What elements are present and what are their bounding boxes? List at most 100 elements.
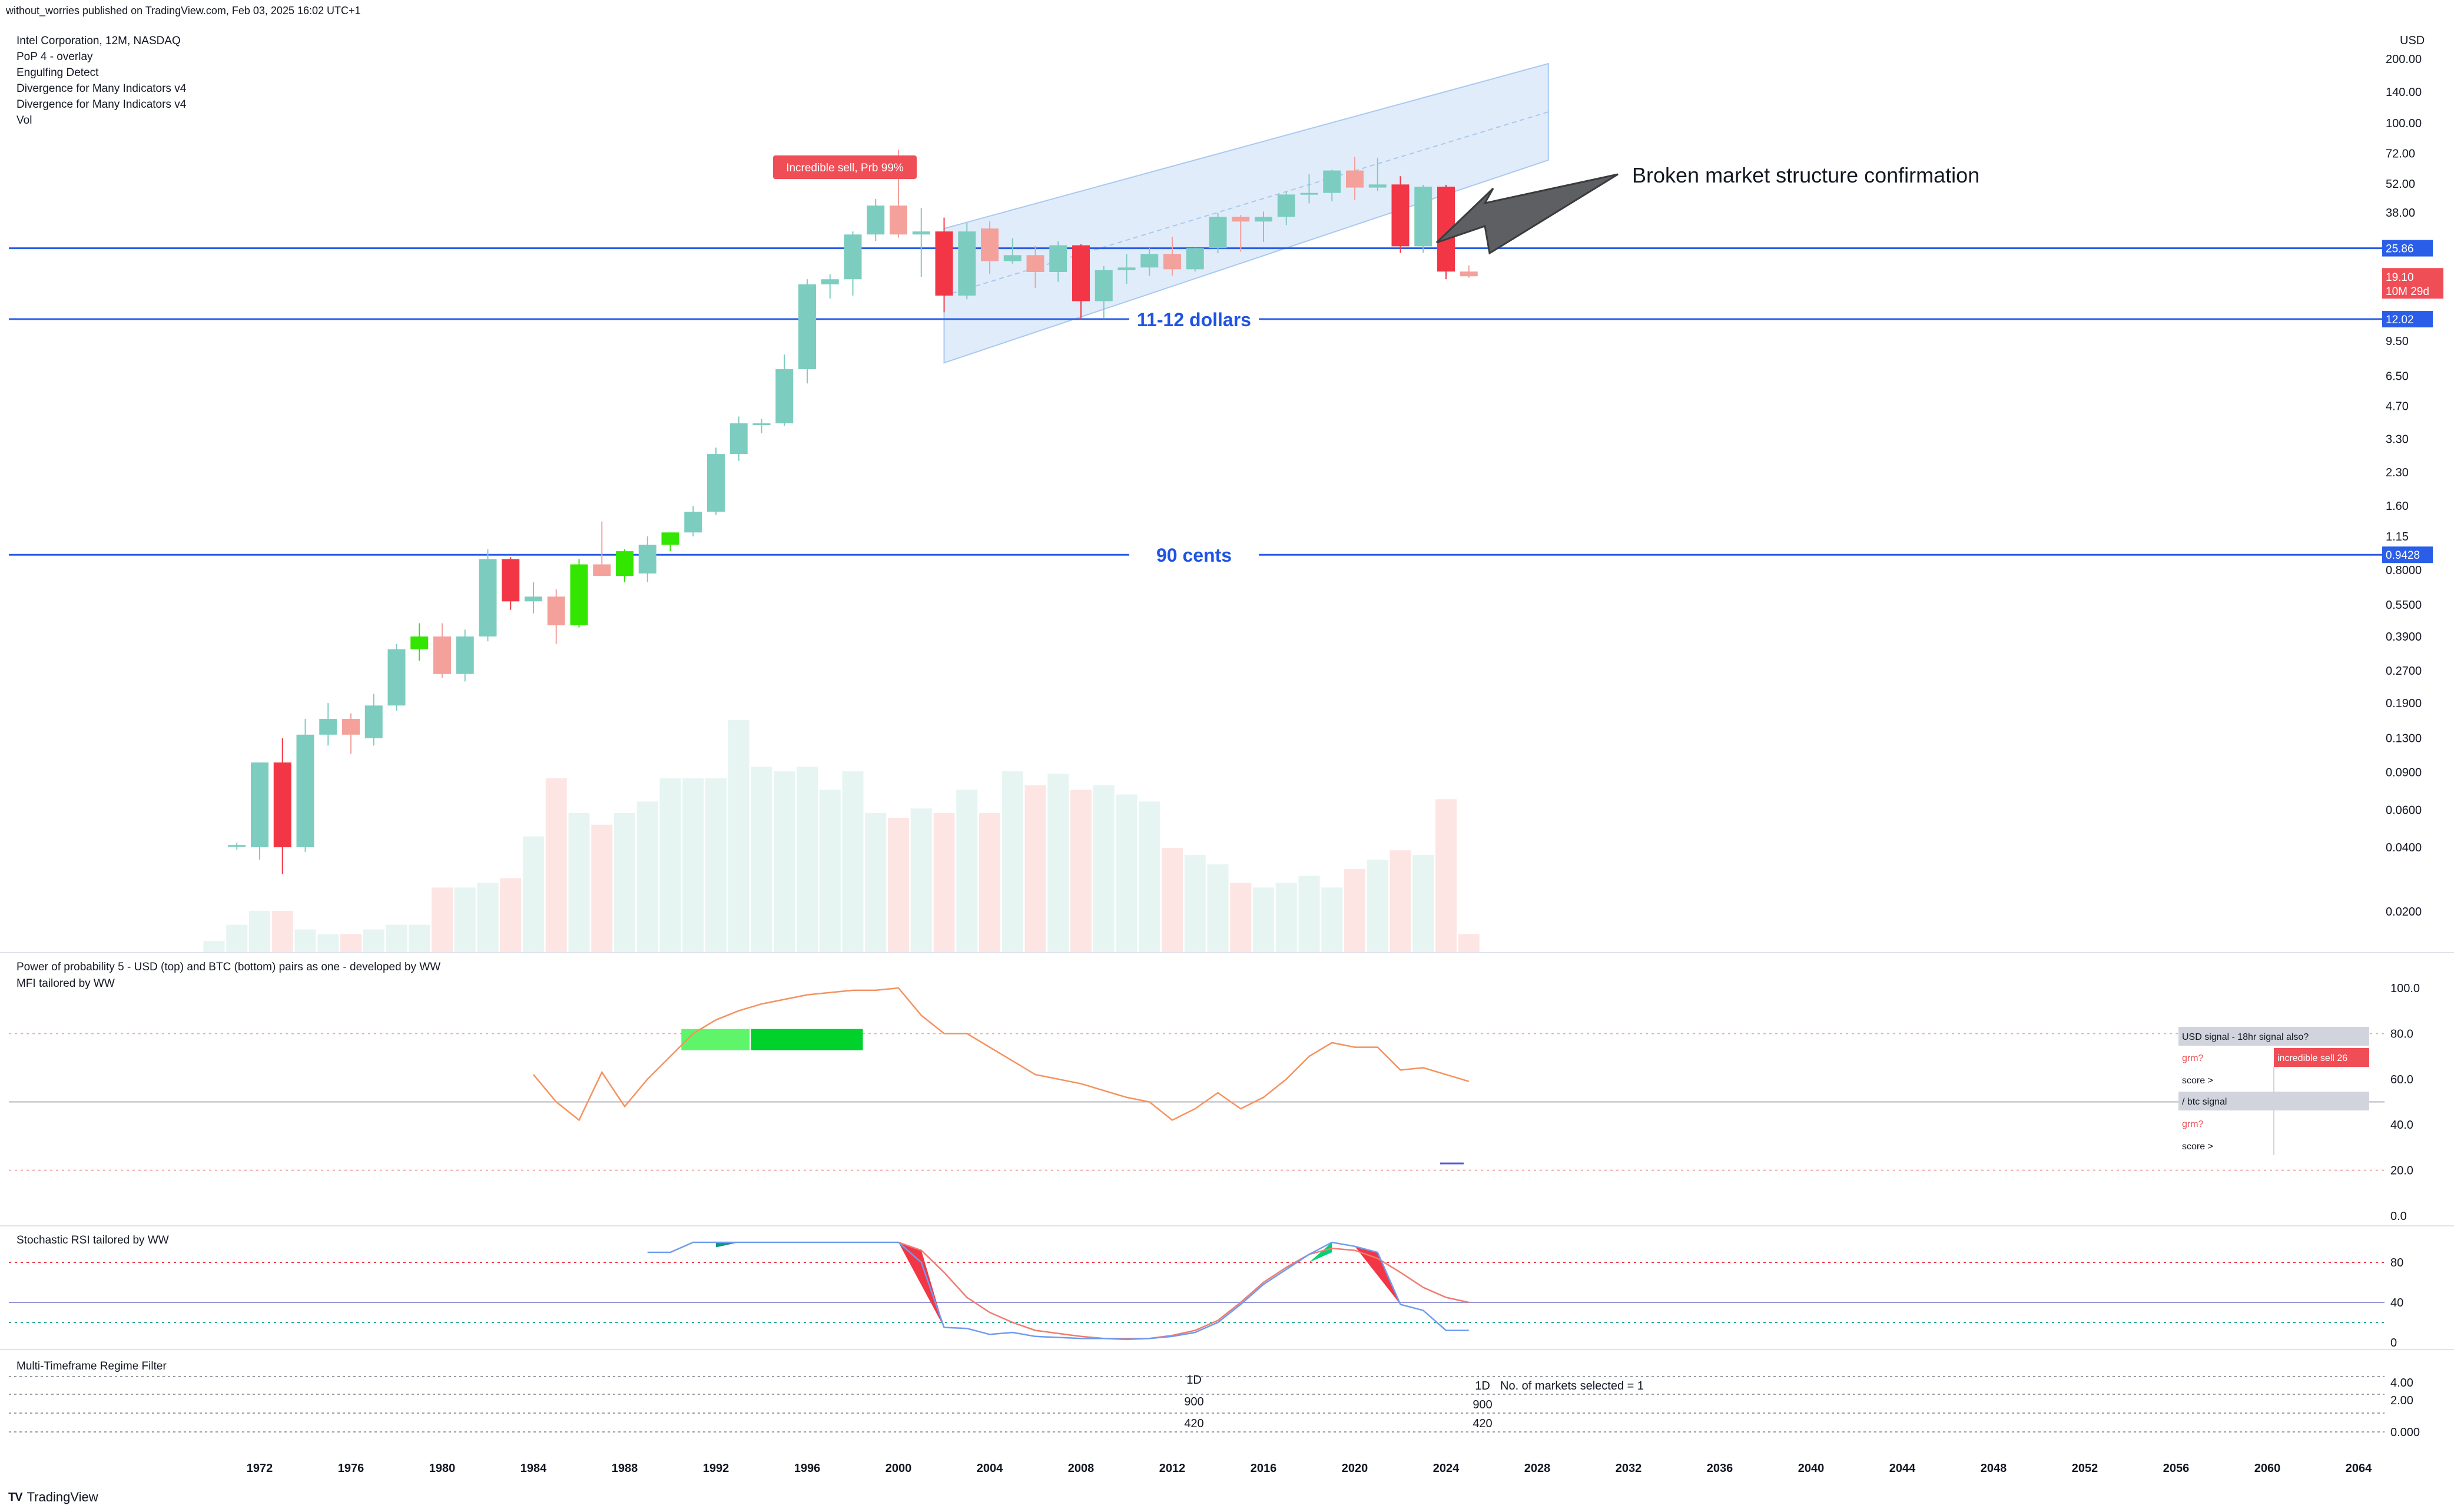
table-score-btc: score > — [2182, 1142, 2213, 1152]
time-tick: 2064 — [2346, 1462, 2372, 1475]
indicator-volume[interactable]: Vol — [16, 114, 32, 127]
candle-body — [547, 596, 565, 626]
price-tag-upper: 25.86 — [2386, 243, 2414, 256]
last-price-bg — [2382, 268, 2443, 299]
indicator-divergence-2[interactable]: Divergence for Many Indicators v4 — [16, 98, 187, 111]
mfi-tick: 60.0 — [2390, 1073, 2413, 1086]
candle-body — [1323, 170, 1341, 193]
volume-bar — [1070, 790, 1092, 953]
indicator-divergence-1[interactable]: Divergence for Many Indicators v4 — [16, 82, 187, 95]
regime-pane-label[interactable]: Multi-Timeframe Regime Filter — [16, 1360, 167, 1372]
symbol-title[interactable]: Intel Corporation, 12M, NASDAQ — [16, 35, 181, 47]
annotations: Incredible sell, Prb 99% Broken market st… — [773, 155, 1979, 568]
table-score-usd: score > — [2182, 1076, 2213, 1086]
time-tick: 2044 — [1889, 1462, 1916, 1475]
volume-bar — [363, 929, 384, 953]
regime-col1-cell: 1D — [1186, 1374, 1202, 1387]
volume-bar — [454, 887, 476, 953]
candle-body — [1460, 271, 1478, 277]
candle-body — [1232, 217, 1250, 222]
candle-body — [1117, 267, 1136, 270]
line-label-11-12: 11-12 dollars — [1137, 309, 1251, 330]
price-tick: 140.00 — [2386, 86, 2422, 99]
volume-bar — [226, 924, 248, 953]
volume-bar — [705, 778, 727, 953]
pop-pane-label[interactable]: Power of probability 5 - USD (top) and B… — [16, 961, 441, 973]
time-tick: 2060 — [2254, 1462, 2281, 1475]
volume-bar — [1458, 934, 1480, 953]
time-axis: 1972 1976 1980 1984 1988 1992 1996 2000 2004 2008… — [247, 1462, 2372, 1475]
price-tick: 0.0200 — [2386, 906, 2422, 919]
candle-body — [684, 512, 702, 533]
candle-body — [1300, 193, 1318, 195]
volume-bar — [271, 910, 293, 953]
candle-body — [1368, 184, 1387, 188]
time-tick: 2020 — [1342, 1462, 1368, 1475]
table-btc-header: / btc signal — [2182, 1097, 2227, 1107]
time-tick: 2056 — [2163, 1462, 2190, 1475]
arrow-annotation-text: Broken market structure confirmation — [1632, 163, 1979, 187]
volume-bar — [1162, 848, 1183, 953]
sell-flag-text: Incredible sell, Prb 99% — [786, 162, 904, 174]
volume-bar — [591, 824, 613, 953]
volume-bar — [409, 924, 430, 953]
volume-bar — [523, 836, 544, 953]
channel-midline — [944, 111, 1549, 297]
mfi-tick: 80.0 — [2390, 1027, 2413, 1040]
candle-body — [251, 762, 268, 848]
volume-bar — [842, 771, 864, 953]
candle-body — [1140, 254, 1159, 268]
pane-separators — [0, 952, 2454, 1350]
volume-bar — [797, 767, 818, 953]
candle-body — [707, 454, 725, 512]
volume-bar — [728, 720, 750, 953]
currency-label: USD — [2400, 34, 2425, 47]
candle-body — [433, 636, 451, 674]
stoch-fill-green — [716, 1242, 739, 1248]
candle-body — [729, 423, 748, 455]
volume-bars — [203, 720, 1480, 953]
volume-bar — [1253, 887, 1274, 953]
price-tick: 9.50 — [2386, 335, 2409, 348]
table-header: USD signal - 18hr signal also? — [2182, 1032, 2309, 1042]
candle-body — [296, 734, 314, 848]
time-tick: 2004 — [977, 1462, 1003, 1475]
volume-bar — [1047, 773, 1069, 953]
stoch-k-line — [647, 1241, 1469, 1341]
volume-bar — [979, 813, 1000, 953]
stoch-d-line — [898, 1241, 1470, 1339]
regime-pane: 4.00 2.00 0.000 1D 900 420 1D 900 420 No. of mark… — [9, 1374, 2420, 1439]
price-tick: 3.30 — [2386, 433, 2409, 446]
line-label-bg — [1129, 542, 1259, 568]
candle-body — [775, 369, 794, 424]
candle-body — [844, 234, 862, 280]
volume-bar — [682, 778, 704, 953]
volume-bar — [910, 808, 932, 953]
time-tick: 2032 — [1616, 1462, 1642, 1475]
price-tick: 100.00 — [2386, 117, 2422, 130]
price-tag-lower-bg — [2382, 311, 2433, 328]
time-tick: 2052 — [2072, 1462, 2098, 1475]
volume-bar — [888, 817, 909, 953]
indicator-engulfing[interactable]: Engulfing Detect — [16, 67, 99, 79]
candle-body — [1095, 270, 1113, 301]
mfi-pane-label[interactable]: MFI tailored by WW — [16, 977, 115, 990]
time-tick: 2000 — [886, 1462, 912, 1475]
volume-bar — [386, 924, 407, 953]
price-tick: 52.00 — [2386, 178, 2415, 191]
candle-body — [1026, 255, 1044, 272]
regime-col2-cell: 1D — [1475, 1380, 1490, 1392]
price-tag-upper-bg — [2382, 240, 2433, 257]
indicator-pop-overlay[interactable]: PoP 4 - overlay — [16, 51, 93, 63]
volume-bar — [1207, 864, 1229, 953]
price-tick: 72.00 — [2386, 148, 2415, 161]
volume-bar — [956, 790, 978, 953]
last-price-tag: 19.10 — [2386, 271, 2414, 284]
price-tick: 1.15 — [2386, 530, 2409, 543]
time-tick: 1988 — [612, 1462, 638, 1475]
volume-bar — [636, 801, 658, 953]
stoch-pane-label[interactable]: Stochastic RSI tailored by WW — [16, 1234, 169, 1246]
volume-bar — [614, 813, 635, 953]
candle-body — [958, 231, 976, 296]
